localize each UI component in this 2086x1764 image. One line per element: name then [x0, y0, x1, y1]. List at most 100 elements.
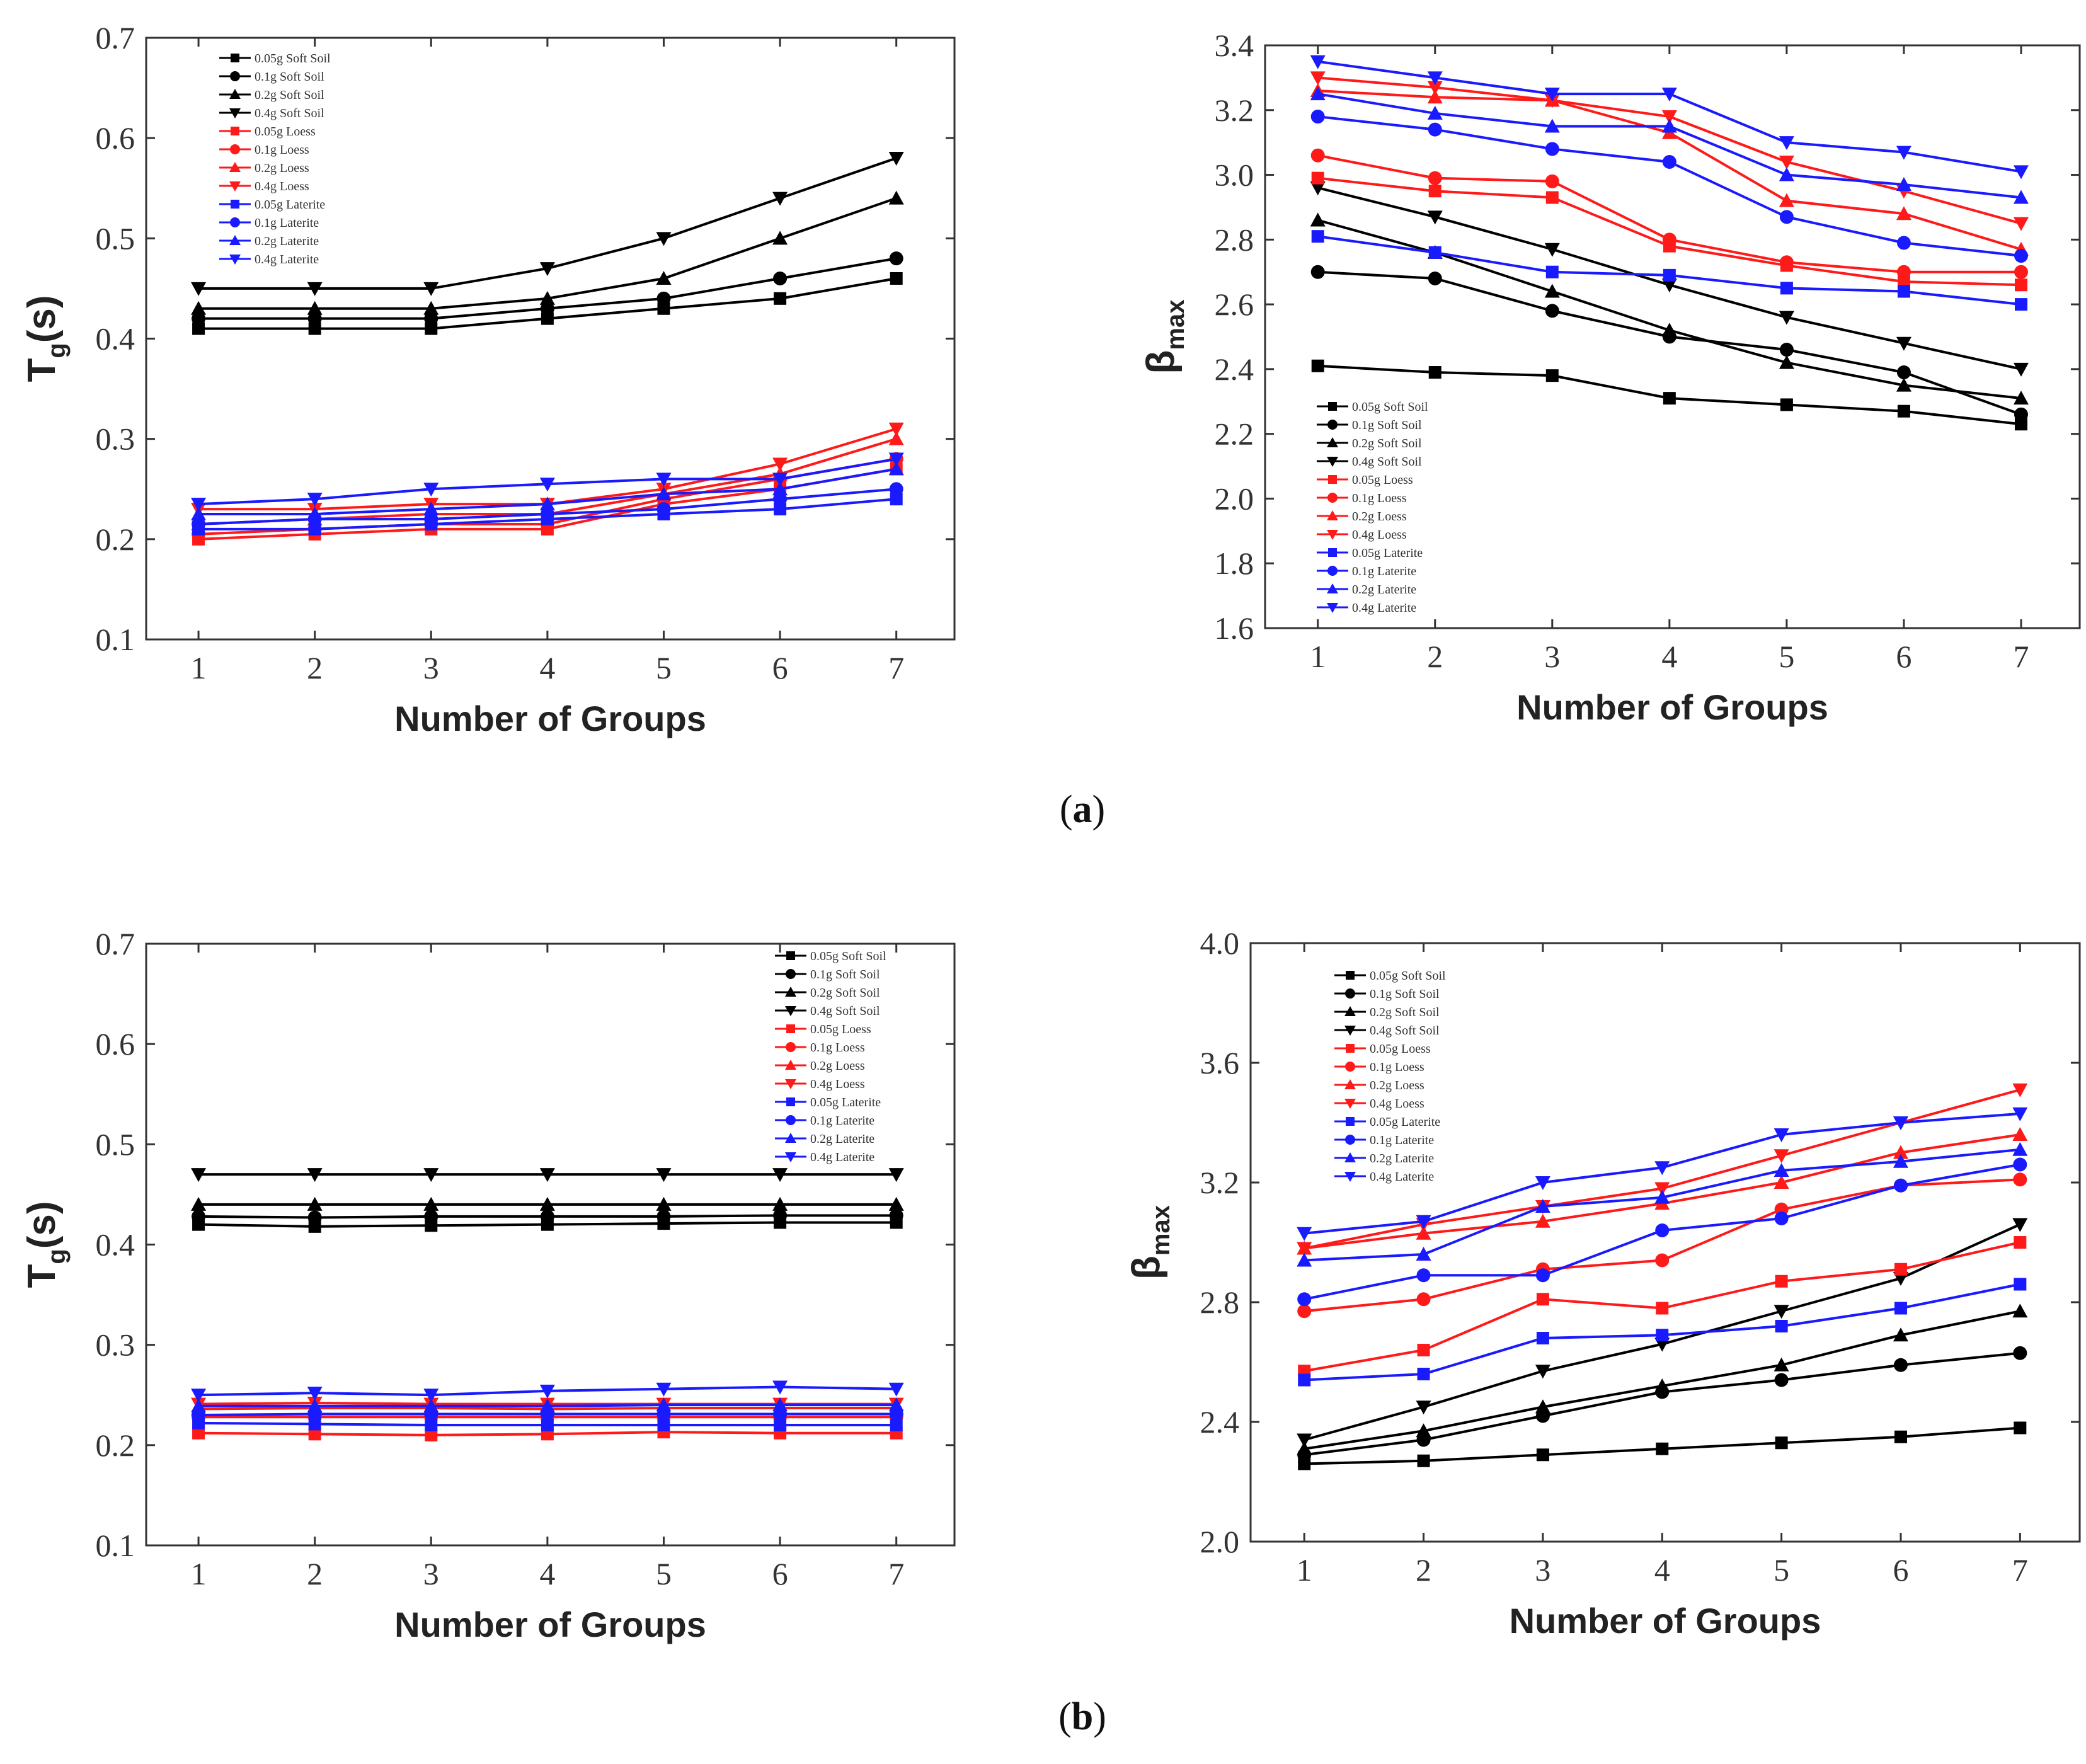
x-axis-title: Number of Groups: [1510, 1601, 1821, 1641]
data-point-0-1g-laterite: [192, 517, 206, 531]
data-point-0-4g-loess: [1654, 1182, 1670, 1196]
data-point-0-4g-laterite: [1535, 1176, 1550, 1190]
legend-label: 0.1g Laterite: [810, 1114, 874, 1128]
data-point-0-05g-laterite: [1897, 285, 1910, 298]
legend-marker: [229, 181, 241, 192]
x-tick-label: 6: [1896, 639, 1911, 674]
legend-label: 0.4g Loess: [1370, 1097, 1424, 1111]
x-tick-label: 7: [888, 650, 904, 685]
x-tick-label: 4: [539, 650, 555, 685]
legend-marker: [1344, 1172, 1356, 1182]
legend-marker: [1327, 603, 1338, 613]
series-0-2g-soft-soil: [1297, 1303, 2028, 1455]
data-point-0-05g-loess: [192, 1426, 205, 1440]
data-point-0-4g-laterite: [191, 498, 207, 512]
legend-item: 0.4g Loess: [1334, 1097, 1424, 1111]
data-point-0-1g-loess: [1779, 255, 1794, 270]
legend-label: 0.1g Soft Soil: [255, 70, 324, 84]
data-point-0-2g-laterite: [1416, 1247, 1431, 1261]
legend-item: 0.1g Loess: [1317, 491, 1407, 505]
data-point-0-1g-soft-soil: [1428, 272, 1442, 285]
data-point-0-4g-laterite: [1310, 55, 1326, 69]
data-point-0-4g-loess: [2012, 1083, 2028, 1097]
legend-item: 0.1g Laterite: [1334, 1133, 1434, 1147]
legend-marker: [230, 144, 240, 154]
data-point-0-2g-laterite: [1774, 1163, 1789, 1177]
data-point-0-4g-laterite: [423, 1389, 439, 1403]
data-point-0-4g-laterite: [539, 1384, 555, 1399]
data-point-0-1g-loess: [1655, 1253, 1670, 1268]
legend-marker: [1327, 457, 1338, 467]
data-point-0-1g-soft-soil: [1896, 365, 1911, 380]
legend-label: 0.05g Laterite: [1370, 1115, 1440, 1129]
legend-item: 0.2g Soft Soil: [1317, 437, 1422, 450]
data-point-0-1g-laterite: [1545, 142, 1559, 156]
legend-label: 0.05g Loess: [1352, 473, 1413, 487]
legend-item: 0.05g Loess: [775, 1022, 871, 1036]
data-point-0-1g-soft-soil: [2013, 1346, 2027, 1360]
data-point-0-1g-soft-soil: [773, 272, 788, 285]
legend-item: 0.4g Laterite: [1334, 1170, 1434, 1184]
legend-label: 0.4g Soft Soil: [1370, 1024, 1440, 1038]
data-point-0-1g-loess: [1662, 232, 1676, 247]
data-point-0-4g-soft-soil: [307, 1168, 323, 1183]
y-tick-label: 0.1: [96, 622, 135, 657]
data-point-0-4g-laterite: [656, 1382, 672, 1397]
data-point-0-05g-laterite: [1298, 1373, 1311, 1387]
data-point-0-2g-loess: [1774, 1175, 1789, 1189]
data-point-0-1g-loess: [1896, 265, 1911, 279]
legend-item: 0.2g Laterite: [219, 234, 319, 248]
legend-item: 0.2g Laterite: [1317, 583, 1416, 597]
legend-label: 0.4g Laterite: [1352, 601, 1416, 615]
data-point-0-1g-soft-soil: [307, 311, 322, 326]
data-point-0-05g-laterite: [1894, 1302, 1907, 1315]
data-point-0-2g-laterite: [656, 486, 672, 501]
y-axis-suffix: (s): [20, 1201, 64, 1249]
legend-label: 0.1g Loess: [810, 1041, 865, 1055]
data-point-0-4g-loess: [888, 422, 904, 437]
data-point-0-1g-loess: [1297, 1304, 1312, 1319]
data-point-0-2g-soft-soil: [1297, 1441, 1312, 1455]
y-tick-label: 0.2: [96, 1428, 135, 1463]
y-tick-label: 2.8: [1200, 1285, 1240, 1320]
data-point-0-1g-laterite: [2014, 249, 2028, 263]
data-point-0-4g-soft-soil: [1310, 181, 1326, 196]
legend: 0.05g Soft Soil 0.1g Soft Soil 0.2g Soft S…: [1317, 400, 1428, 615]
data-point-0-4g-soft-soil: [539, 262, 555, 277]
y-axis-sub: max: [1162, 300, 1189, 350]
legend-marker: [786, 951, 795, 960]
x-axis-title: Number of Groups: [1516, 687, 1828, 727]
legend-marker: [786, 1097, 795, 1106]
legend-item: 0.2g Loess: [219, 161, 309, 175]
data-point-0-2g-soft-soil: [423, 1196, 439, 1211]
data-point-0-4g-laterite: [1774, 1128, 1789, 1142]
data-point-0-1g-soft-soil: [1310, 265, 1325, 279]
legend-marker: [786, 1024, 795, 1033]
legend-marker: [785, 1060, 796, 1070]
data-point-0-4g-laterite: [307, 1387, 323, 1401]
data-point-0-05g-soft-soil: [1428, 366, 1441, 379]
data-point-0-2g-soft-soil: [1535, 1399, 1550, 1414]
data-point-0-1g-soft-soil: [540, 1209, 554, 1223]
legend-item: 0.4g Soft Soil: [219, 106, 324, 120]
legend-label: 0.1g Loess: [1370, 1060, 1424, 1074]
data-point-0-2g-laterite: [1779, 167, 1794, 181]
data-point-0-1g-soft-soil: [1774, 1373, 1789, 1387]
x-tick-label: 7: [888, 1556, 904, 1591]
data-point-0-1g-laterite: [1896, 236, 1911, 250]
data-point-0-2g-loess: [1427, 89, 1443, 104]
legend-item: 0.1g Loess: [219, 143, 309, 157]
data-point-0-05g-laterite: [1775, 1320, 1788, 1332]
y-tick-label: 2.0: [1215, 481, 1254, 516]
series-0-2g-soft-soil: [191, 190, 904, 315]
y-tick-label: 0.3: [96, 1327, 135, 1363]
data-point-0-4g-loess: [1779, 156, 1794, 169]
legend-item: 0.4g Laterite: [1317, 601, 1416, 615]
data-point-0-4g-loess: [1661, 110, 1677, 125]
data-point-0-2g-laterite: [307, 507, 323, 521]
data-point-0-2g-soft-soil: [2012, 1303, 2028, 1318]
data-point-0-1g-laterite: [1535, 1268, 1550, 1283]
legend-item: 0.4g Laterite: [219, 253, 319, 266]
y-axis-title-text: Tg(s): [20, 295, 71, 382]
series-line-0-1g-soft-soil: [1304, 1351, 2020, 1457]
